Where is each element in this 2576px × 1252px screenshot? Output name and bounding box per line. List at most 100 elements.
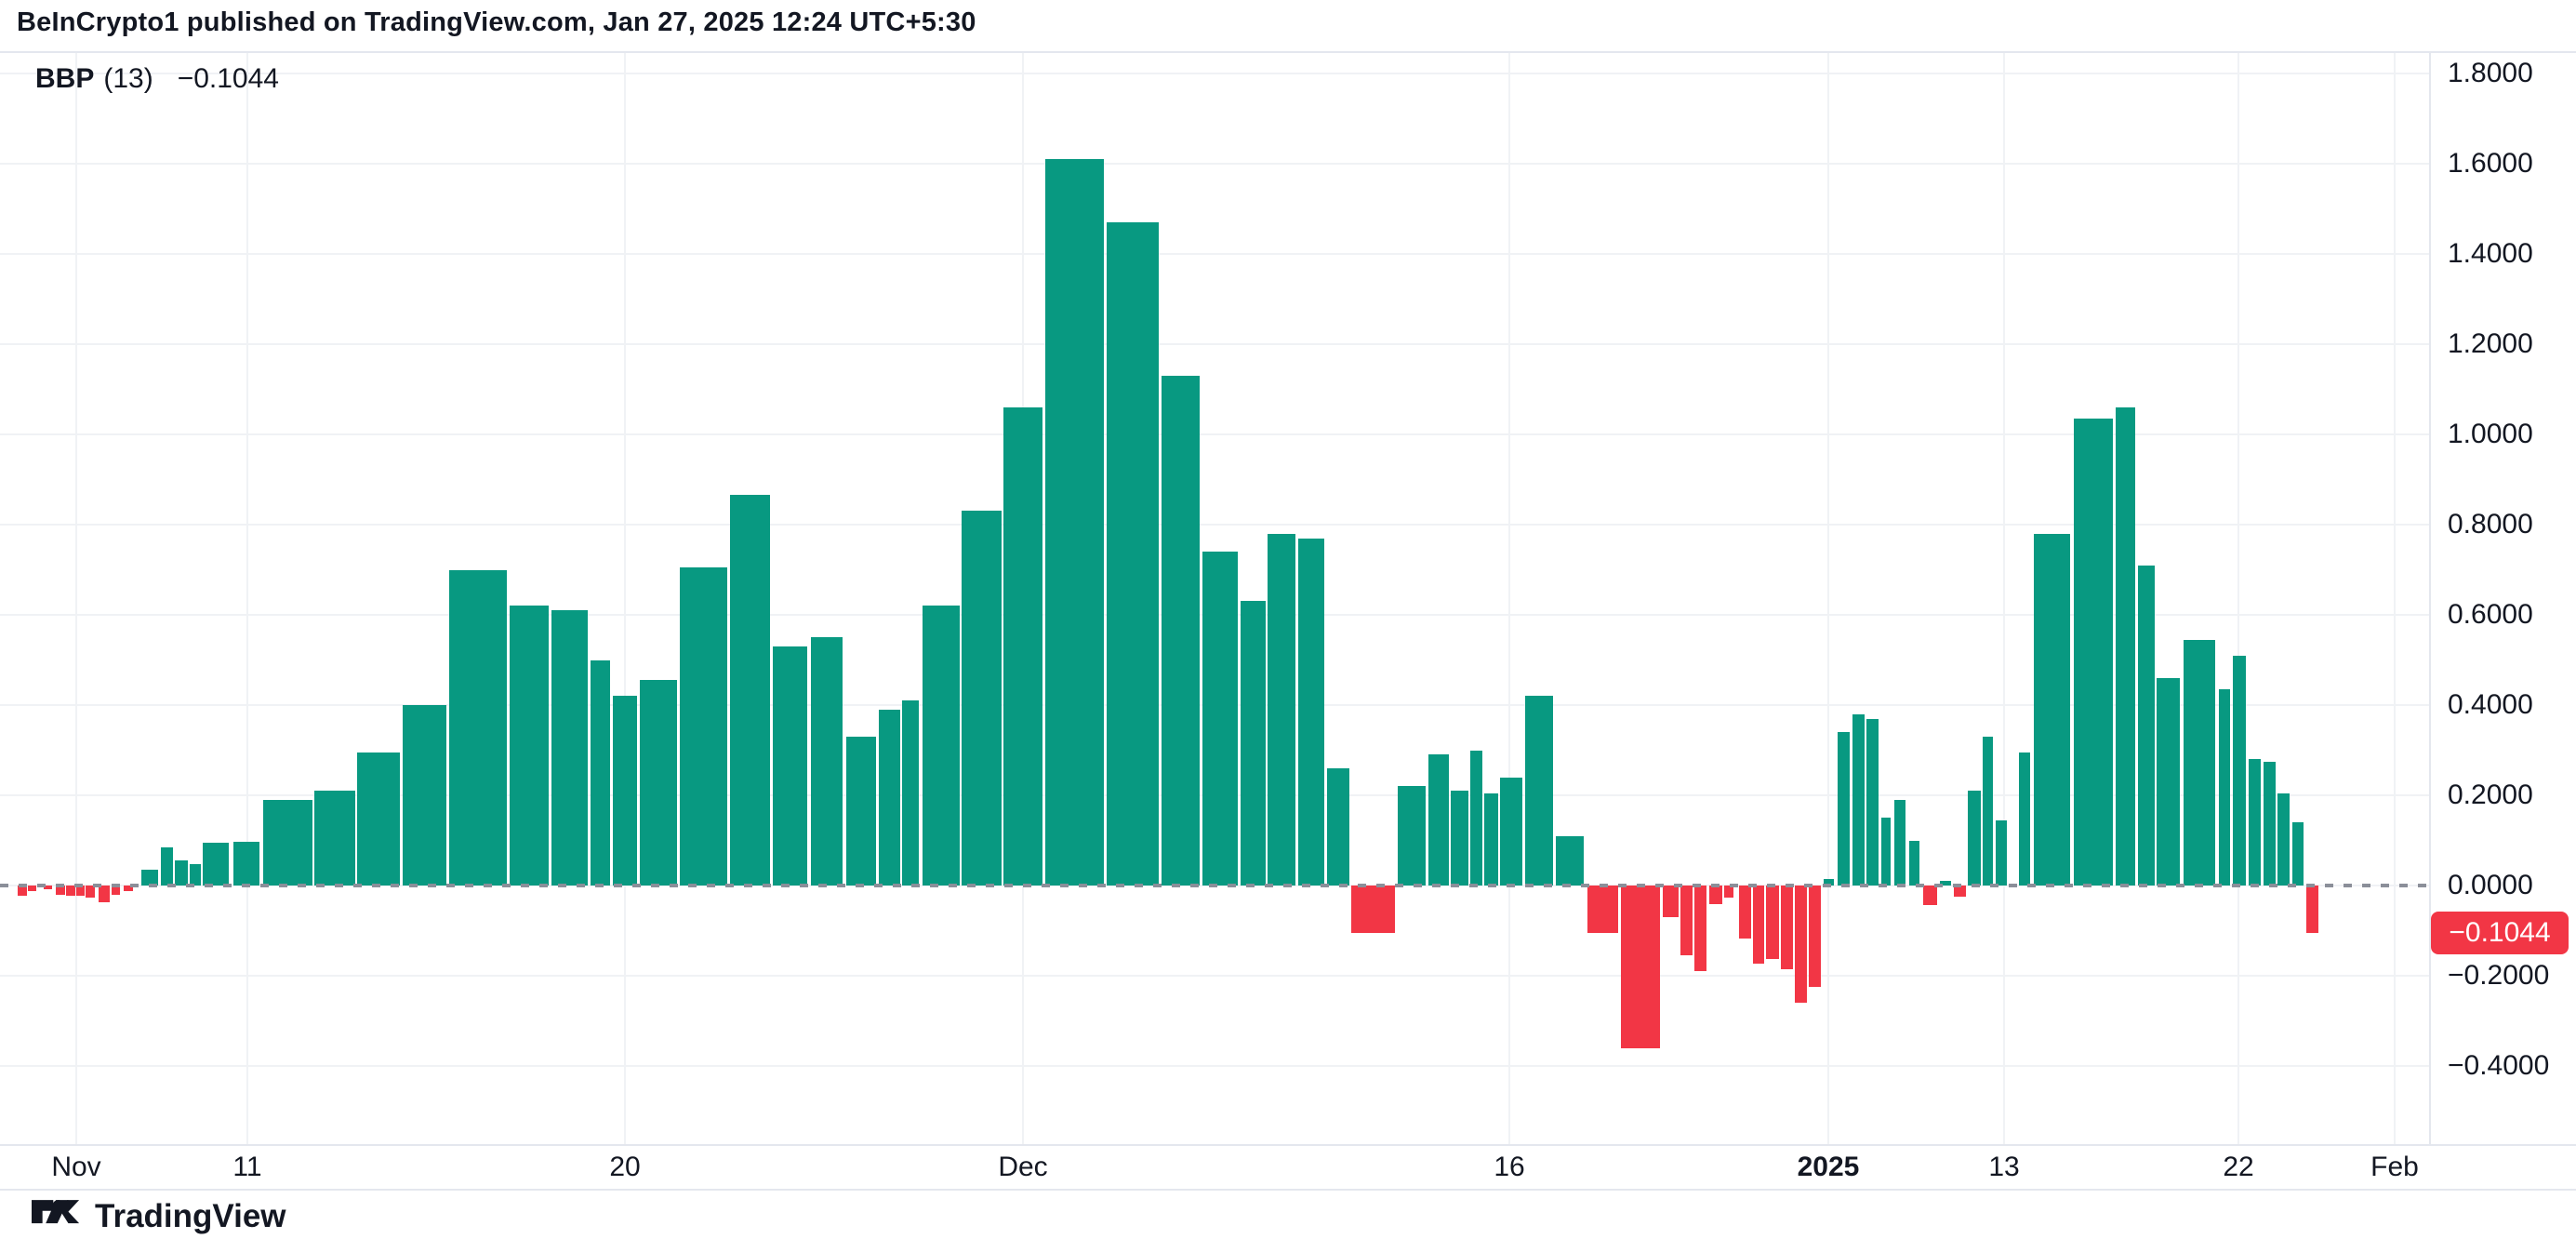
histogram-bar bbox=[811, 637, 843, 886]
histogram-bar bbox=[449, 569, 507, 886]
histogram-bar bbox=[1663, 886, 1679, 917]
axis-footer-separator bbox=[0, 1189, 2576, 1191]
histogram-bar bbox=[124, 886, 133, 892]
histogram-bar bbox=[403, 705, 446, 886]
histogram-bar bbox=[1724, 886, 1733, 899]
histogram-bar bbox=[1894, 799, 1905, 886]
price-axis-label: −0.4000 bbox=[2448, 1050, 2550, 1081]
histogram-bar bbox=[879, 709, 900, 886]
zero-dashed-line bbox=[0, 884, 2429, 887]
histogram-bar bbox=[1298, 538, 1324, 886]
gridline-vertical bbox=[624, 51, 626, 1144]
gridline-vertical bbox=[2394, 51, 2396, 1144]
time-axis-label: Dec bbox=[998, 1152, 1048, 1182]
time-axis-label: 11 bbox=[232, 1152, 262, 1182]
histogram-bar bbox=[1327, 767, 1349, 886]
histogram-bar bbox=[923, 606, 960, 886]
histogram-bar bbox=[112, 886, 120, 895]
gridline-horizontal bbox=[0, 73, 2429, 74]
histogram-bar bbox=[1202, 552, 1238, 886]
histogram-bar bbox=[902, 700, 919, 886]
histogram-bar bbox=[1428, 754, 1449, 886]
gridline-horizontal bbox=[0, 975, 2429, 977]
histogram-bar bbox=[56, 886, 65, 896]
histogram-bar bbox=[1824, 878, 1834, 886]
histogram-bar bbox=[1680, 886, 1693, 956]
histogram-bar bbox=[680, 567, 727, 886]
gridline-vertical bbox=[2237, 51, 2239, 1144]
gridline-horizontal bbox=[0, 343, 2429, 345]
histogram-bar bbox=[640, 680, 677, 886]
gridline-vertical bbox=[1827, 51, 1829, 1144]
histogram-bar bbox=[66, 886, 75, 897]
histogram-bar bbox=[1351, 886, 1395, 933]
histogram-bar bbox=[1241, 601, 1266, 886]
histogram-bar bbox=[175, 860, 188, 886]
histogram-bar bbox=[2264, 761, 2276, 886]
histogram-bar bbox=[2034, 533, 2070, 886]
histogram-bar bbox=[2233, 655, 2246, 886]
histogram-bar bbox=[314, 791, 355, 886]
histogram-bar bbox=[2249, 759, 2261, 886]
histogram-bar bbox=[1268, 533, 1295, 886]
histogram-bar bbox=[1621, 886, 1660, 1048]
pane-bottom-separator bbox=[0, 1144, 2576, 1146]
brand-name: TradingView bbox=[95, 1198, 286, 1234]
pane-top-separator bbox=[0, 51, 2576, 53]
histogram-bar bbox=[76, 886, 85, 897]
histogram-bar bbox=[1852, 713, 1865, 886]
histogram-bar bbox=[1162, 375, 1200, 886]
price-axis-label: 0.8000 bbox=[2448, 509, 2533, 539]
price-axis-label: 1.0000 bbox=[2448, 419, 2533, 449]
histogram-bar bbox=[773, 646, 807, 886]
histogram-bar bbox=[1484, 792, 1498, 886]
histogram-bar bbox=[1954, 886, 1966, 897]
indicator-params: (13) bbox=[103, 63, 153, 94]
footer-brand: TradingView bbox=[32, 1198, 286, 1235]
indicator-legend: BBP (13) −0.1044 bbox=[35, 63, 279, 95]
histogram-bar bbox=[591, 659, 610, 886]
price-axis-label: 1.6000 bbox=[2448, 148, 2533, 179]
time-axis-label: 22 bbox=[2223, 1152, 2254, 1182]
page-title: BeInCrypto1 published on TradingView.com… bbox=[17, 7, 976, 37]
histogram-bar bbox=[28, 886, 36, 892]
histogram-bar bbox=[2138, 565, 2155, 886]
histogram-bar bbox=[1909, 840, 1919, 886]
histogram-bar bbox=[1556, 835, 1584, 886]
histogram-bar bbox=[1940, 881, 1951, 886]
price-axis-label: 0.6000 bbox=[2448, 599, 2533, 630]
histogram-bar bbox=[1045, 159, 1104, 886]
price-axis-label: 0.2000 bbox=[2448, 779, 2533, 810]
histogram-bar bbox=[2019, 752, 2030, 886]
gridline-vertical bbox=[1508, 51, 1510, 1144]
price-axis-label: 1.2000 bbox=[2448, 328, 2533, 359]
time-axis-label: 13 bbox=[1988, 1152, 2020, 1182]
histogram-bar bbox=[161, 846, 173, 886]
histogram-bar bbox=[1866, 718, 1879, 886]
histogram-bar bbox=[203, 842, 229, 886]
gridline-horizontal bbox=[0, 433, 2429, 435]
histogram-bar bbox=[86, 886, 95, 898]
histogram-bar bbox=[551, 610, 588, 886]
histogram-bar bbox=[1795, 886, 1807, 1004]
histogram-bar bbox=[1107, 222, 1159, 886]
price-axis-label: 1.8000 bbox=[2448, 58, 2533, 88]
histogram-bar bbox=[141, 870, 158, 886]
gridline-horizontal bbox=[0, 163, 2429, 165]
histogram-bar bbox=[613, 696, 637, 886]
gridline-horizontal bbox=[0, 524, 2429, 526]
histogram-bar bbox=[99, 886, 110, 903]
time-axis-label: 16 bbox=[1494, 1152, 1525, 1182]
histogram-bar bbox=[1500, 777, 1522, 886]
price-axis-separator bbox=[2429, 51, 2431, 1146]
histogram-bar bbox=[2074, 419, 2113, 886]
tradingview-logo-icon bbox=[32, 1198, 80, 1235]
price-axis-label: −0.2000 bbox=[2448, 960, 2550, 991]
histogram-bar bbox=[263, 799, 312, 886]
price-axis-label: 0.0000 bbox=[2448, 870, 2533, 900]
histogram-bar bbox=[190, 863, 201, 886]
histogram-bar bbox=[510, 606, 549, 886]
histogram-bar bbox=[1766, 886, 1779, 960]
histogram-bar bbox=[1398, 786, 1426, 886]
histogram-bar bbox=[1781, 886, 1793, 969]
